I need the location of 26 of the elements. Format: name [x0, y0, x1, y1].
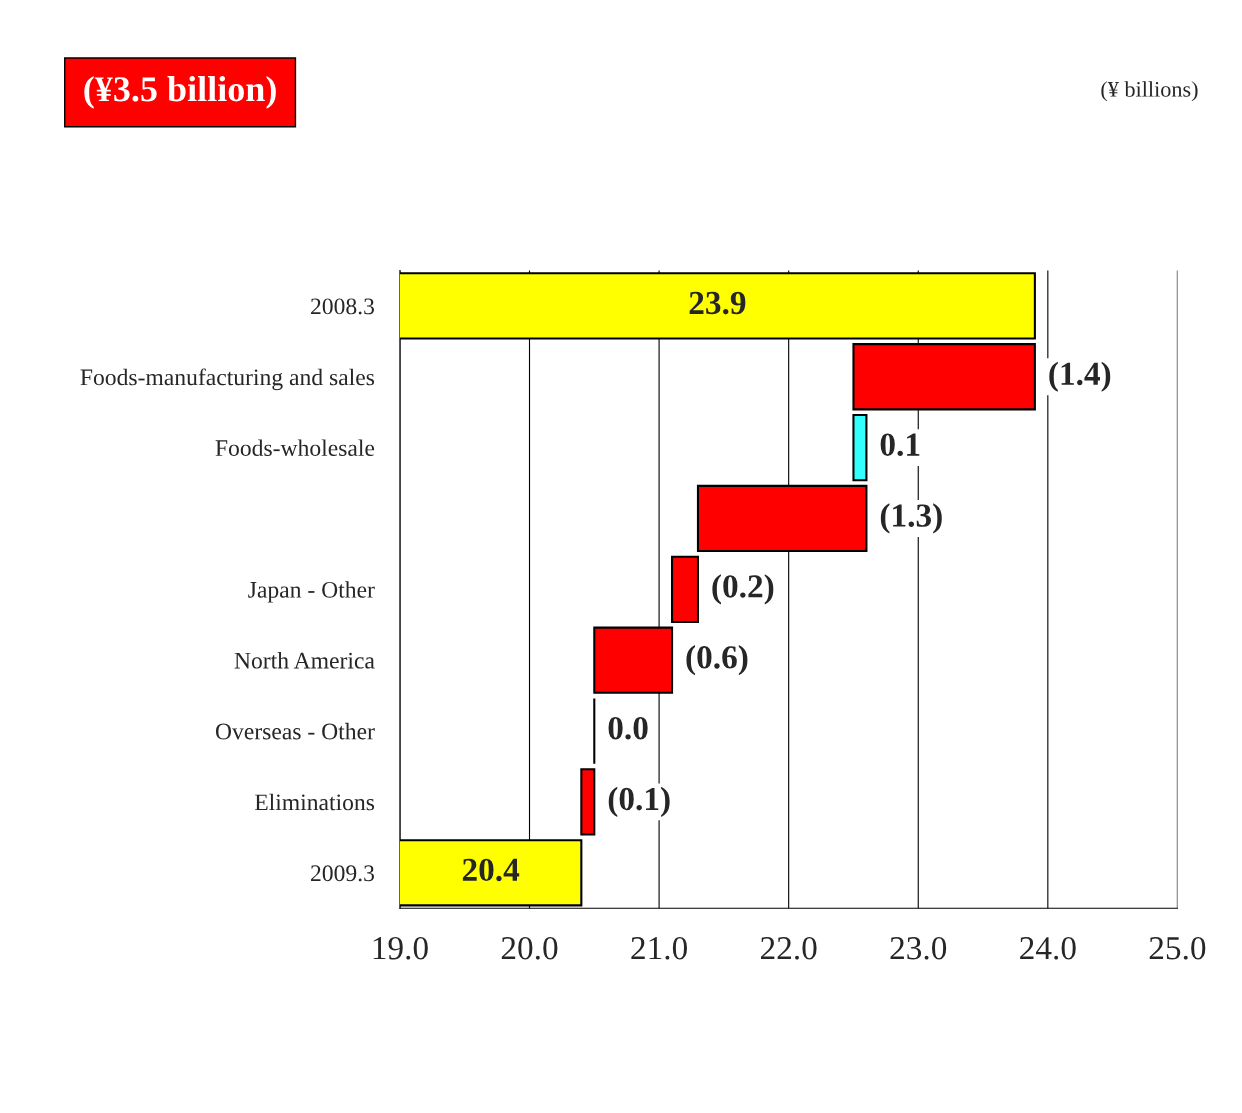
y-tick-label: Eliminations: [254, 793, 375, 811]
y-tick-label: Foods-manufacturing and sales: [80, 368, 375, 391]
x-tick-label: 23.0: [890, 936, 947, 960]
x-tick-label: 24.0: [1020, 936, 1076, 960]
x-tick-label: 19.0: [373, 936, 428, 960]
x-tick-label: 21.0: [631, 936, 687, 960]
data-label: 0.0: [608, 716, 648, 740]
y-tick-label: Foods-wholesale: [215, 439, 375, 457]
data-label: (0.2): [712, 574, 774, 605]
data-label: (0.6): [686, 645, 748, 676]
data-label: (1.3): [880, 503, 942, 534]
data-label: 20.4: [462, 858, 520, 882]
data-label: 23.9: [689, 291, 746, 315]
x-tick-label: 20.0: [501, 936, 558, 960]
data-label: (0.1): [608, 786, 670, 818]
y-tick-label: Overseas - Other: [215, 722, 375, 740]
y-tick-label: 2008.3: [311, 298, 374, 315]
text: (¥ billions): [1101, 81, 1198, 102]
data-label: (1.4): [1049, 361, 1111, 392]
data-label: 0.1: [880, 433, 920, 457]
y-tick-label: North America: [234, 652, 375, 669]
x-tick-label: 25.0: [1149, 936, 1206, 960]
y-tick-label: 2009.3: [311, 865, 374, 882]
y-tick-label: Japan - Other: [248, 581, 375, 603]
x-tick-label: 22.0: [760, 936, 817, 960]
chart-title: (¥3.5 billion): [84, 76, 276, 109]
